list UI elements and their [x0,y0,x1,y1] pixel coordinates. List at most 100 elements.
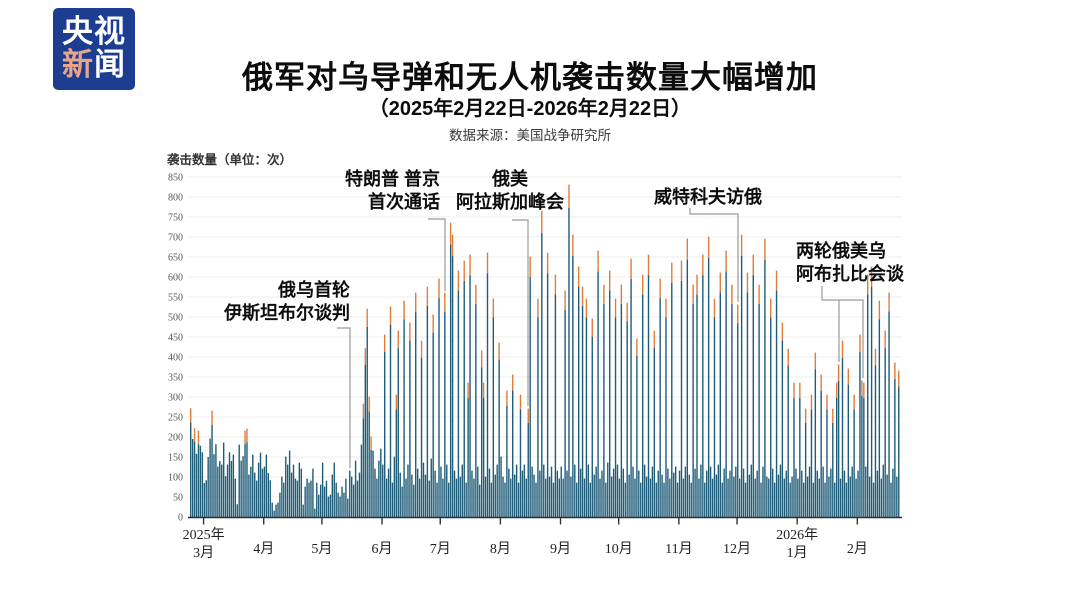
bar [797,478,799,517]
bar-tip [498,342,500,360]
y-tick-label: 350 [168,373,183,384]
bar [641,294,644,517]
bar [647,275,650,517]
bar [548,476,551,517]
bar-tip [463,260,465,281]
bar [197,444,200,517]
bar [618,478,621,517]
bar [694,468,696,517]
bar [246,442,248,517]
bar [715,474,718,517]
bar [444,311,446,517]
bar-tip [835,382,838,398]
logo-char: 视 [94,14,126,50]
bar [686,259,689,517]
bar-tip [585,298,588,318]
bar [830,468,832,517]
bar [814,369,817,517]
bar [358,472,361,517]
bar [308,482,310,517]
bar [422,462,425,517]
bar [349,470,351,517]
bar [888,311,890,517]
bar-tip [707,236,710,258]
bar [894,378,896,517]
bar [440,466,442,517]
bar [855,478,857,517]
bar [319,484,322,517]
bar [254,472,256,517]
bar [446,464,448,517]
bar [882,464,884,517]
x-tick-label: 11月 [665,541,692,557]
bar [366,326,368,517]
bar [773,482,776,517]
bar [756,470,758,517]
bar [599,478,601,517]
bar [290,472,293,517]
bar [477,466,479,517]
logo-line-1: 央视 [62,14,126,50]
bar [294,478,297,517]
x-tick-label: 9月 [550,541,571,557]
bar [876,470,879,517]
x-tick-label: 8月 [490,541,511,557]
bar [717,464,720,517]
bar-tip [696,274,698,295]
bar-tip [389,306,392,326]
bar [719,292,721,517]
bar-tip [731,284,733,304]
bar [356,480,359,517]
bar [624,482,626,517]
bar [273,510,275,517]
bar-tip [444,292,446,312]
bar [515,464,518,517]
bar [748,474,751,517]
bar [389,325,392,517]
bar [760,482,762,517]
bar-tip [603,284,605,304]
bar-tip [383,334,386,352]
bar [250,466,252,517]
y-tick-label: 450 [168,333,183,344]
bar [820,390,822,517]
bar [234,478,237,517]
bar-tip [370,436,372,450]
bar [562,478,564,517]
bar [265,454,268,517]
annotation-connector-istanbul [337,327,351,468]
bar [793,397,795,517]
bar [275,504,277,517]
bar [735,466,737,517]
bar-tip [626,302,628,322]
bar [863,397,865,517]
bar [546,273,549,517]
bar [614,317,617,517]
bar [314,508,316,517]
bar [867,294,869,517]
bar [401,486,403,517]
bar [360,444,363,517]
bar-tip [653,330,656,349]
bar [364,364,366,517]
bar [812,482,815,517]
bar [405,478,407,517]
bar [492,317,495,517]
bar-tip [764,238,766,260]
bar [779,464,782,517]
bar [663,482,665,517]
x-tick-label: 6月 [372,541,393,557]
bar [513,474,516,517]
bar-tip [647,254,650,276]
y-tick-label: 550 [168,293,183,304]
bar [203,483,205,517]
bar-tip [719,272,721,293]
bar [622,468,624,517]
bar [700,464,702,517]
bar [484,476,487,517]
x-tick-label: 2026年 [776,527,818,543]
bar [570,476,572,517]
bar [880,478,882,517]
